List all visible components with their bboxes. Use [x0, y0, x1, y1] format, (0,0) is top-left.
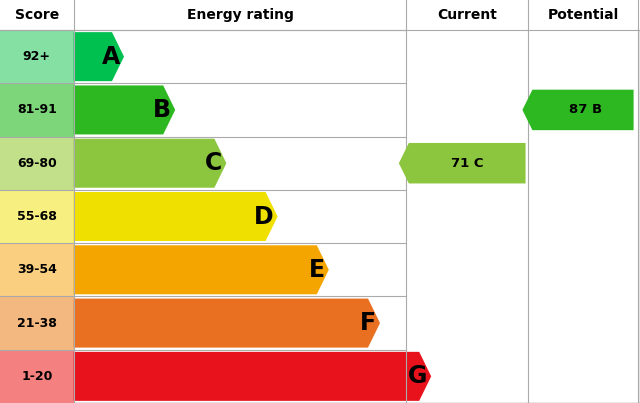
- Polygon shape: [74, 192, 278, 241]
- Polygon shape: [74, 245, 329, 294]
- Polygon shape: [74, 139, 227, 188]
- Text: 55-68: 55-68: [17, 210, 57, 223]
- Text: 69-80: 69-80: [17, 157, 57, 170]
- Text: Energy rating: Energy rating: [187, 8, 293, 22]
- Bar: [0, 350, 74, 403]
- Text: Potential: Potential: [547, 8, 619, 22]
- Bar: [0, 0, 640, 30]
- Text: Score: Score: [15, 8, 59, 22]
- Text: 81-91: 81-91: [17, 104, 57, 116]
- Polygon shape: [399, 143, 525, 183]
- Text: G: G: [408, 364, 428, 388]
- Bar: [0, 243, 74, 297]
- Text: 39-54: 39-54: [17, 263, 57, 276]
- Text: D: D: [254, 204, 274, 229]
- Polygon shape: [74, 85, 175, 135]
- Text: 1-20: 1-20: [21, 370, 52, 383]
- Text: E: E: [308, 258, 325, 282]
- Text: C: C: [205, 151, 223, 175]
- Polygon shape: [522, 90, 634, 130]
- Text: Current: Current: [437, 8, 497, 22]
- Bar: [0, 297, 74, 350]
- Text: 87 B: 87 B: [569, 104, 602, 116]
- Bar: [0, 190, 74, 243]
- Text: 21-38: 21-38: [17, 317, 57, 330]
- Bar: [0, 30, 74, 83]
- Text: A: A: [102, 45, 120, 69]
- Text: 71 C: 71 C: [451, 157, 483, 170]
- Polygon shape: [74, 299, 380, 347]
- Polygon shape: [74, 352, 431, 401]
- Bar: [0, 137, 74, 190]
- Text: 92+: 92+: [23, 50, 51, 63]
- Text: F: F: [360, 311, 376, 335]
- Polygon shape: [74, 32, 124, 81]
- Text: B: B: [153, 98, 172, 122]
- Bar: [0, 83, 74, 137]
